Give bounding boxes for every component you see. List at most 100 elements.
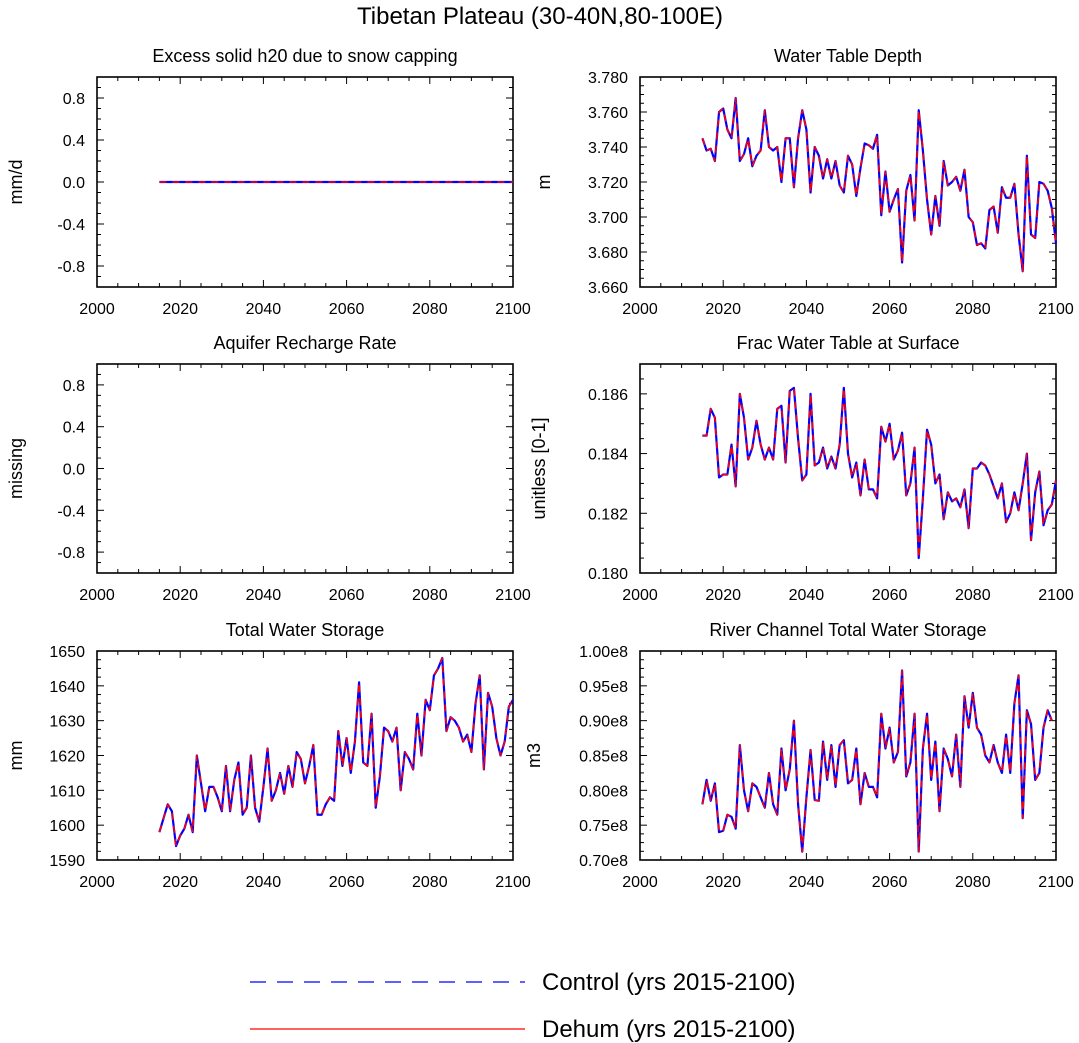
y-tick-label: 0.90e8 bbox=[579, 714, 628, 731]
panel-title: Excess solid h20 due to snow capping bbox=[152, 46, 457, 66]
x-tick-label: 2040 bbox=[789, 874, 825, 891]
chart-panel-4: Frac Water Table at Surface 2000 2020 2040 2… bbox=[529, 333, 1074, 604]
x-tick-label: 2100 bbox=[1038, 874, 1074, 891]
x-tick-label: 2100 bbox=[495, 587, 531, 604]
y-axis-label: missing bbox=[6, 438, 26, 499]
y-tick-label: 1620 bbox=[49, 749, 85, 766]
x-tick-label: 2060 bbox=[872, 301, 908, 318]
x-tick-label: 2060 bbox=[329, 587, 365, 604]
x-tick-label: 2040 bbox=[246, 874, 282, 891]
x-tick-label: 2040 bbox=[246, 587, 282, 604]
chart-panel-5: Total Water Storage 2000 2020 2040 2060 2080 2… bbox=[6, 620, 531, 891]
x-tick-label: 2000 bbox=[622, 874, 658, 891]
x-tick-label: 2000 bbox=[79, 301, 115, 318]
x-tick-label: 2080 bbox=[955, 301, 991, 318]
y-tick-label: -0.4 bbox=[57, 217, 85, 234]
x-tick-label: 2060 bbox=[329, 301, 365, 318]
panel-title: Aquifer Recharge Rate bbox=[213, 333, 396, 353]
x-tick-label: 2020 bbox=[162, 587, 198, 604]
x-tick-label: 2080 bbox=[955, 587, 991, 604]
y-axis-label: m bbox=[534, 175, 554, 190]
series-control-line bbox=[701, 669, 1053, 853]
y-tick-label: 0.8 bbox=[63, 378, 85, 395]
x-tick-label: 2080 bbox=[955, 874, 991, 891]
x-tick-label: 2000 bbox=[622, 587, 658, 604]
x-tick-label: 2020 bbox=[705, 874, 741, 891]
chart-panel-1: Excess solid h20 due to snow capping 2000… bbox=[6, 46, 531, 318]
y-tick-label: 0.75e8 bbox=[579, 818, 628, 835]
x-tick-label: 2080 bbox=[412, 301, 448, 318]
y-tick-label: 1600 bbox=[49, 818, 85, 835]
x-tick-label: 2060 bbox=[872, 587, 908, 604]
x-tick-label: 2000 bbox=[622, 301, 658, 318]
legend-control-label: Control (yrs 2015-2100) bbox=[542, 969, 795, 996]
y-tick-label: 0.70e8 bbox=[579, 853, 628, 870]
y-tick-label: 0.4 bbox=[63, 420, 85, 437]
x-tick-label: 2080 bbox=[412, 587, 448, 604]
y-tick-label: 0.80e8 bbox=[579, 783, 628, 800]
y-tick-label: 1640 bbox=[49, 679, 85, 696]
x-tick-label: 2040 bbox=[789, 587, 825, 604]
panel-title: River Channel Total Water Storage bbox=[709, 620, 986, 640]
panels-group: Excess solid h20 due to snow capping 2000… bbox=[6, 46, 1074, 891]
chart-panel-6: River Channel Total Water Storage 2000 202… bbox=[524, 620, 1074, 891]
y-axis-label: m3 bbox=[524, 743, 544, 768]
panel-title: Frac Water Table at Surface bbox=[736, 333, 959, 353]
x-tick-label: 2100 bbox=[1038, 301, 1074, 318]
y-tick-label: 0.0 bbox=[63, 175, 85, 192]
x-tick-label: 2000 bbox=[79, 587, 115, 604]
legend-dehum-label: Dehum (yrs 2015-2100) bbox=[542, 1016, 795, 1043]
series-dehum-line bbox=[701, 97, 1057, 273]
x-tick-label: 2040 bbox=[789, 301, 825, 318]
y-tick-label: 0.4 bbox=[63, 133, 85, 150]
y-tick-label: 0.180 bbox=[588, 566, 628, 583]
x-tick-label: 2100 bbox=[495, 874, 531, 891]
x-tick-label: 2020 bbox=[162, 301, 198, 318]
y-tick-label: -0.8 bbox=[57, 259, 85, 276]
series-dehum-line bbox=[702, 387, 1057, 559]
x-tick-label: 2080 bbox=[412, 874, 448, 891]
y-tick-label: 3.740 bbox=[588, 140, 628, 157]
y-tick-label: 0.8 bbox=[63, 91, 85, 108]
x-tick-label: 2020 bbox=[705, 587, 741, 604]
y-tick-label: 0.0 bbox=[63, 462, 85, 479]
y-tick-label: 3.680 bbox=[588, 245, 628, 262]
y-tick-label: 1590 bbox=[49, 853, 85, 870]
x-tick-label: 2040 bbox=[246, 301, 282, 318]
y-tick-label: 1610 bbox=[49, 783, 85, 800]
legend: Control (yrs 2015-2100) Dehum (yrs 2015-… bbox=[250, 969, 795, 1043]
y-tick-label: 0.95e8 bbox=[579, 679, 628, 696]
y-axis-label: unitless [0-1] bbox=[529, 417, 549, 519]
y-tick-label: 0.186 bbox=[588, 387, 628, 404]
y-tick-label: 0.182 bbox=[588, 506, 628, 523]
y-tick-label: 1650 bbox=[49, 644, 85, 661]
figure-title: Tibetan Plateau (30-40N,80-100E) bbox=[357, 3, 723, 30]
y-tick-label: 3.760 bbox=[588, 105, 628, 122]
y-tick-label: 1.00e8 bbox=[579, 644, 628, 661]
x-tick-label: 2100 bbox=[495, 301, 531, 318]
panel-title: Total Water Storage bbox=[226, 620, 384, 640]
y-tick-label: 3.780 bbox=[588, 70, 628, 87]
x-tick-label: 2060 bbox=[872, 874, 908, 891]
y-tick-label: -0.8 bbox=[57, 545, 85, 562]
y-tick-label: 0.85e8 bbox=[579, 749, 628, 766]
x-tick-label: 2000 bbox=[79, 874, 115, 891]
y-tick-label: 3.700 bbox=[588, 210, 628, 227]
y-axis-label: mm bbox=[6, 741, 26, 771]
y-axis-label: mm/d bbox=[6, 160, 26, 205]
x-tick-label: 2060 bbox=[329, 874, 365, 891]
chart-panel-2: Water Table Depth 2000 2020 2040 2060 2080 210… bbox=[534, 46, 1074, 318]
y-tick-label: 1630 bbox=[49, 714, 85, 731]
series-dehum-line bbox=[158, 657, 514, 847]
chart-panel-3: Aquifer Recharge Rate 2000 2020 2040 2060 208… bbox=[6, 333, 531, 604]
y-tick-label: 3.720 bbox=[588, 175, 628, 192]
y-tick-label: 0.184 bbox=[588, 447, 628, 464]
x-tick-label: 2020 bbox=[705, 301, 741, 318]
y-tick-label: 3.660 bbox=[588, 280, 628, 297]
y-tick-label: -0.4 bbox=[57, 503, 85, 520]
x-tick-label: 2020 bbox=[162, 874, 198, 891]
x-tick-label: 2100 bbox=[1038, 587, 1074, 604]
panel-title: Water Table Depth bbox=[774, 46, 922, 66]
